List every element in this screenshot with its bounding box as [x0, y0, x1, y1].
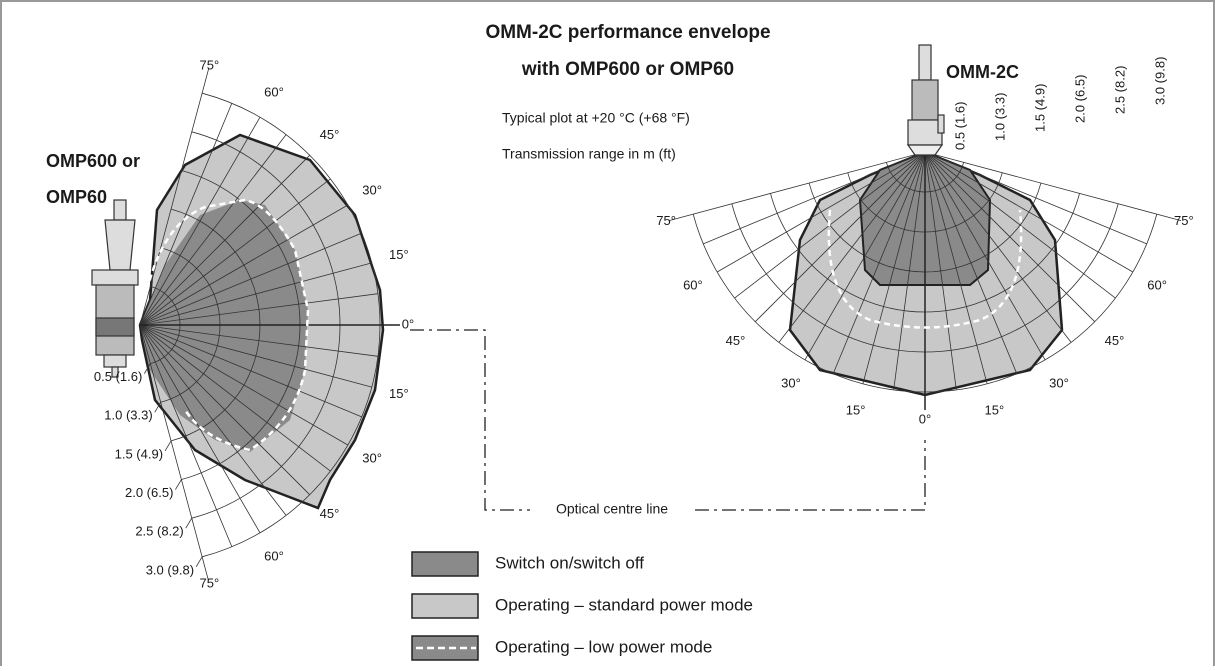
range-label: 0.5 (1.6): [952, 102, 967, 150]
range-label: 2.0 (6.5): [125, 485, 173, 500]
angle-label: 30°: [362, 182, 382, 197]
angle-label: 30°: [1049, 376, 1069, 391]
centre-line-left: [410, 329, 530, 511]
note: Transmission range in m (ft): [502, 146, 676, 162]
polar-grid: [139, 68, 1182, 582]
range-label: 1.5 (4.9): [1032, 84, 1047, 132]
angle-label: 0°: [402, 316, 414, 331]
angle-label: 60°: [264, 84, 284, 99]
angle-label: 45°: [726, 333, 746, 348]
radial-line: [139, 324, 209, 582]
omm-icon: [906, 44, 945, 156]
low-power-left: [143, 198, 310, 452]
radial-line: [668, 151, 926, 221]
angle-label: 60°: [1147, 277, 1167, 292]
angle-label: 15°: [389, 386, 409, 401]
low-power-outlines: [143, 198, 1023, 452]
range-label: 2.5 (8.2): [135, 524, 183, 539]
probe-label: OMP600 or: [46, 151, 140, 171]
range-leader: [154, 402, 162, 413]
range-label: 3.0 (9.8): [1152, 57, 1167, 105]
probe-icon: [91, 199, 139, 378]
switch-envelope: [140, 200, 308, 452]
angle-label: 45°: [320, 127, 340, 142]
range-label: 2.5 (8.2): [1112, 66, 1127, 114]
radial-line: [139, 68, 209, 326]
angle-label: 15°: [846, 402, 866, 417]
title-line: with OMP600 or OMP60: [521, 59, 734, 80]
range-leader: [175, 479, 182, 490]
legend-label: Switch on/switch off: [495, 553, 644, 572]
legend-label: Operating – standard power mode: [495, 595, 753, 614]
legend-swatch: [411, 593, 479, 619]
angle-label: 30°: [362, 450, 382, 465]
title-line: OMM-2C performance envelope: [485, 22, 770, 43]
note: Typical plot at +20 °C (+68 °F): [502, 110, 690, 126]
legend-label: Operating – low power mode: [495, 637, 712, 656]
centre-line-label: Optical centre line: [556, 501, 668, 517]
range-label: 3.0 (9.8): [146, 562, 194, 577]
angle-label: 60°: [264, 549, 284, 564]
range-label: 1.0 (3.3): [104, 408, 152, 423]
range-label: 1.5 (4.9): [115, 446, 163, 461]
range-label: 0.5 (1.6): [94, 369, 142, 384]
centre-line: [410, 329, 926, 511]
probe-label: OMP60: [46, 187, 107, 207]
angle-label: 45°: [1105, 333, 1125, 348]
range-leader: [195, 556, 203, 568]
angle-label: 75°: [200, 575, 220, 590]
centre-line-right: [695, 440, 926, 511]
angle-label: 45°: [320, 506, 340, 521]
angle-label: 75°: [1174, 213, 1194, 228]
angle-label: 75°: [656, 213, 676, 228]
angle-label: 0°: [919, 411, 931, 426]
omm-label: OMM-2C: [946, 62, 1019, 82]
angle-label: 60°: [683, 277, 703, 292]
range-leader: [164, 440, 172, 452]
range-label: 1.0 (3.3): [992, 93, 1007, 141]
low-power-right: [827, 209, 1023, 329]
angle-label: 15°: [985, 402, 1005, 417]
angle-label: 75°: [200, 58, 220, 73]
legend: Switch on/switch off Operating – standar…: [411, 551, 753, 661]
range-label: 2.0 (6.5): [1072, 75, 1087, 123]
radial-line: [924, 151, 1182, 221]
left-plot: [138, 133, 385, 510]
angle-label: 30°: [781, 376, 801, 391]
range-leader: [185, 517, 193, 529]
angle-label: 15°: [389, 247, 409, 262]
range-leader: [144, 363, 151, 374]
legend-swatch: [411, 551, 479, 577]
right-plot: [788, 150, 1064, 397]
